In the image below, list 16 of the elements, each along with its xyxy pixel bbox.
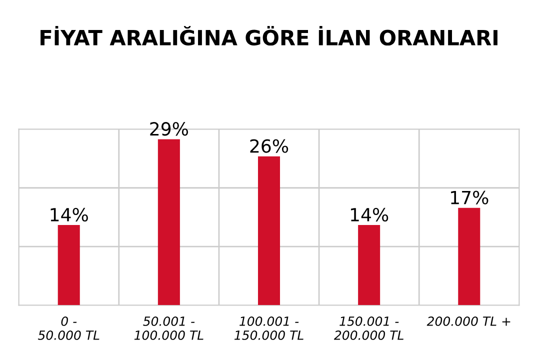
chart-title: FİYAT ARALIĞINA GÖRE İLAN ORANLARI: [40, 26, 498, 46]
data-label: 14%: [350, 208, 388, 222]
x-tick-label: 0 - 50.000 TL: [38, 316, 100, 340]
data-label: 14%: [50, 208, 88, 222]
x-tick-label: 150.001 - 200.000 TL: [334, 316, 404, 340]
bar: [258, 156, 280, 306]
bar: [358, 225, 380, 306]
data-label: 29%: [150, 122, 188, 136]
data-label: 26%: [250, 139, 288, 153]
x-tick-label: 50.001 - 100.000 TL: [134, 316, 204, 340]
data-label: 17%: [451, 190, 488, 204]
x-tick-label: 200.000 TL +: [426, 316, 510, 326]
bar: [58, 225, 80, 306]
bar: [458, 208, 480, 306]
x-tick-label: 100.001 - 150.000 TL: [234, 316, 304, 340]
bar: [158, 139, 180, 306]
